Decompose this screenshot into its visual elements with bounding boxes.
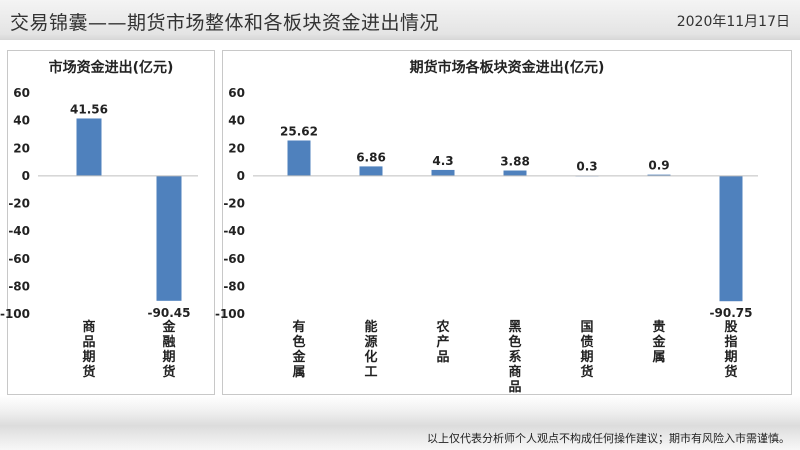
data-label: 4.3 xyxy=(432,154,453,168)
sector-flow-chart: 60 40 20 0 -20 -40 -60 -80 -100 25.62 有色金属 6.86 能源化工… xyxy=(215,86,758,395)
y-tick-label: 20 xyxy=(228,141,245,155)
market-flow-chart: 60 40 20 0 -20 -40 -60 -80 -100 41.56 商品期货 -90.45金融… xyxy=(0,86,198,380)
y-tick-label: 40 xyxy=(13,114,30,128)
data-label: 3.88 xyxy=(500,155,530,169)
category-label: 有色金属 xyxy=(291,319,306,380)
bar xyxy=(503,170,527,176)
y-tick-label: 20 xyxy=(13,141,30,155)
data-label: 41.56 xyxy=(70,102,108,116)
report-date: 2020年11月17日 xyxy=(676,14,790,30)
market-flow-chart-panel: 市场资金进出(亿元) 60 40 20 0 -20 -40 -60 -80 -100 41.56 商… xyxy=(0,50,215,395)
data-label: 6.86 xyxy=(356,150,386,164)
bar xyxy=(359,166,383,176)
y-tick-label: -80 xyxy=(8,279,30,293)
category-label: 农产品 xyxy=(435,319,449,365)
bar xyxy=(76,118,102,176)
data-label: 0.3 xyxy=(576,159,597,173)
y-tick-label: -20 xyxy=(223,197,245,211)
data-label: 25.62 xyxy=(280,124,318,138)
header-bar: 交易锦囊——期货市场整体和各板块资金进出情况 2020年11月17日 xyxy=(0,0,800,40)
y-tick-label: 40 xyxy=(228,114,245,128)
category-label: 金融期货 xyxy=(161,319,176,380)
bar xyxy=(156,175,182,301)
category-label: 黑色系商品 xyxy=(508,320,521,395)
category-label: 能源化工 xyxy=(364,319,377,380)
data-label: -90.45 xyxy=(148,306,191,320)
y-tick-label: -100 xyxy=(215,307,245,321)
y-tick-label: -40 xyxy=(223,224,245,238)
bar xyxy=(431,169,455,176)
footer-band xyxy=(0,396,800,450)
y-tick-label: -60 xyxy=(8,252,30,266)
page-title: 交易锦囊——期货市场整体和各板块资金进出情况 xyxy=(10,12,440,34)
data-label: 0.9 xyxy=(648,159,669,173)
y-tick-label: 0 xyxy=(237,169,245,183)
y-tick-label: 60 xyxy=(13,86,30,100)
disclaimer-text: 以上仅代表分析师个人观点不构成任何操作建议；期市有风险入市需谨慎。 xyxy=(427,432,790,445)
chart-title: 期货市场各板块资金进出(亿元) xyxy=(409,60,605,76)
category-label: 贵金属 xyxy=(651,319,666,365)
data-label: -90.75 xyxy=(710,306,753,320)
chart-title: 市场资金进出(亿元) xyxy=(48,60,174,76)
y-tick-label: -80 xyxy=(223,279,245,293)
y-tick-label: -40 xyxy=(8,224,30,238)
y-tick-label: -100 xyxy=(0,307,30,321)
bar xyxy=(719,175,743,302)
bar xyxy=(647,174,671,176)
bar xyxy=(287,140,311,176)
category-label: 国债期货 xyxy=(580,320,593,380)
category-label: 商品期货 xyxy=(82,319,95,380)
y-tick-label: 0 xyxy=(22,169,30,183)
y-tick-label: 60 xyxy=(228,86,245,100)
category-label: 股指期货 xyxy=(724,320,737,380)
y-tick-label: -60 xyxy=(223,252,245,266)
y-tick-label: -20 xyxy=(8,197,30,211)
sector-flow-chart-panel: 期货市场各板块资金进出(亿元) 60 40 20 0 -20 -40 -60 -80 -100 2… xyxy=(215,50,792,395)
